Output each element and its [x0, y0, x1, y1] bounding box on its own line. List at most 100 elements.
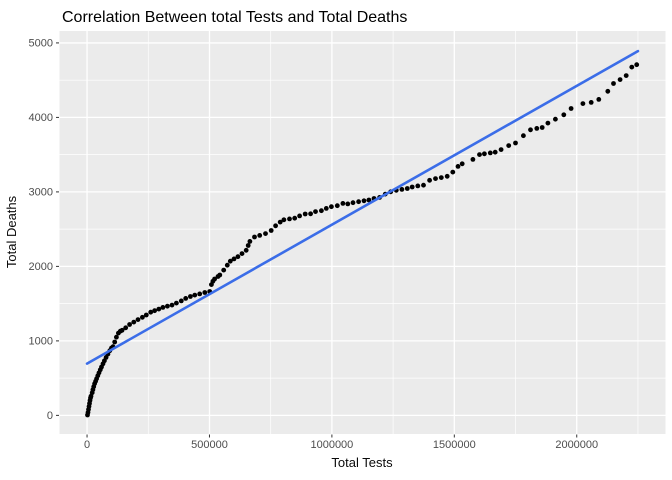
data-point — [334, 203, 340, 209]
data-point — [313, 209, 318, 215]
data-point — [263, 231, 268, 237]
data-point — [580, 101, 586, 106]
data-point — [143, 312, 149, 318]
data-point — [281, 217, 287, 223]
data-point — [506, 143, 512, 149]
data-point — [534, 125, 540, 131]
major-gridlines — [59, 31, 666, 434]
axis-ticks: 0 500000 1000000 1500000 2000000 0 1000 2000 300… — [29, 38, 599, 451]
data-point — [112, 339, 118, 345]
data-point — [350, 200, 356, 206]
scatter-points — [85, 62, 640, 418]
data-point — [319, 208, 324, 214]
data-point — [561, 112, 567, 118]
trend-line-layer — [85, 49, 640, 365]
data-point — [323, 206, 329, 211]
y-tick-label: 5000 — [29, 38, 53, 50]
data-point — [212, 276, 218, 282]
data-point — [202, 290, 208, 295]
data-point — [273, 223, 278, 229]
data-point — [156, 306, 162, 312]
data-point — [165, 303, 170, 309]
data-point — [239, 251, 245, 256]
data-point — [415, 183, 421, 189]
data-point — [169, 302, 175, 308]
data-point — [629, 64, 635, 70]
data-point — [588, 100, 594, 105]
data-point — [498, 147, 504, 153]
data-point — [345, 201, 351, 207]
data-point — [596, 97, 602, 102]
x-tick-label: 1000000 — [310, 439, 353, 451]
data-point — [302, 211, 308, 217]
data-point — [243, 247, 249, 253]
data-point — [634, 62, 640, 68]
data-point — [487, 150, 493, 156]
data-point — [399, 187, 405, 192]
data-point — [433, 176, 438, 182]
data-point — [297, 213, 302, 219]
data-point — [174, 300, 179, 306]
data-point — [245, 243, 251, 248]
data-point — [277, 219, 283, 225]
data-point — [528, 127, 533, 133]
y-tick-label: 3000 — [29, 187, 53, 199]
data-point — [247, 239, 253, 244]
x-axis-title: Total Tests — [331, 455, 393, 470]
data-point — [459, 161, 465, 167]
panel-background — [59, 31, 666, 434]
data-point — [545, 120, 551, 126]
data-point — [623, 73, 629, 78]
data-point — [409, 184, 415, 190]
minor-gridlines — [59, 31, 666, 434]
data-point — [252, 234, 257, 240]
y-tick-label: 2000 — [29, 261, 53, 273]
data-point — [450, 169, 456, 175]
data-point — [197, 291, 203, 297]
data-point — [148, 309, 154, 315]
data-point — [160, 305, 166, 310]
data-point — [178, 298, 184, 304]
data-point — [340, 201, 346, 206]
data-point — [427, 177, 432, 183]
plot-panel — [59, 31, 666, 434]
data-point — [268, 228, 274, 233]
data-point — [127, 322, 132, 327]
y-axis-title: Total Deaths — [4, 195, 19, 268]
data-point — [224, 262, 230, 268]
data-point — [611, 81, 616, 86]
data-point — [438, 175, 444, 181]
data-point — [361, 198, 367, 204]
data-point — [521, 133, 526, 139]
data-point — [568, 106, 574, 111]
trend-line — [85, 49, 640, 365]
data-point — [513, 140, 518, 146]
data-point — [140, 314, 145, 320]
data-point — [617, 77, 623, 82]
data-point — [444, 173, 450, 179]
data-point — [539, 125, 545, 130]
data-point — [605, 88, 611, 94]
data-point — [114, 334, 119, 340]
data-point — [119, 327, 125, 333]
data-point — [421, 182, 426, 188]
data-point — [308, 211, 313, 217]
x-tick-label: 1500000 — [433, 439, 476, 451]
data-point — [123, 325, 129, 331]
y-tick-label: 4000 — [29, 112, 53, 124]
plot-title: Correlation Between total Tests and Tota… — [62, 9, 407, 26]
data-point — [292, 215, 298, 221]
data-point — [404, 186, 410, 191]
data-point — [221, 267, 227, 273]
data-point — [192, 292, 198, 298]
data-point — [131, 319, 137, 325]
data-point — [183, 296, 189, 301]
data-point — [257, 233, 263, 238]
data-point — [329, 204, 334, 210]
x-tick-label: 500000 — [191, 439, 228, 451]
data-point — [553, 116, 558, 122]
data-point — [135, 317, 141, 322]
data-point — [482, 151, 487, 157]
data-point — [470, 157, 476, 162]
